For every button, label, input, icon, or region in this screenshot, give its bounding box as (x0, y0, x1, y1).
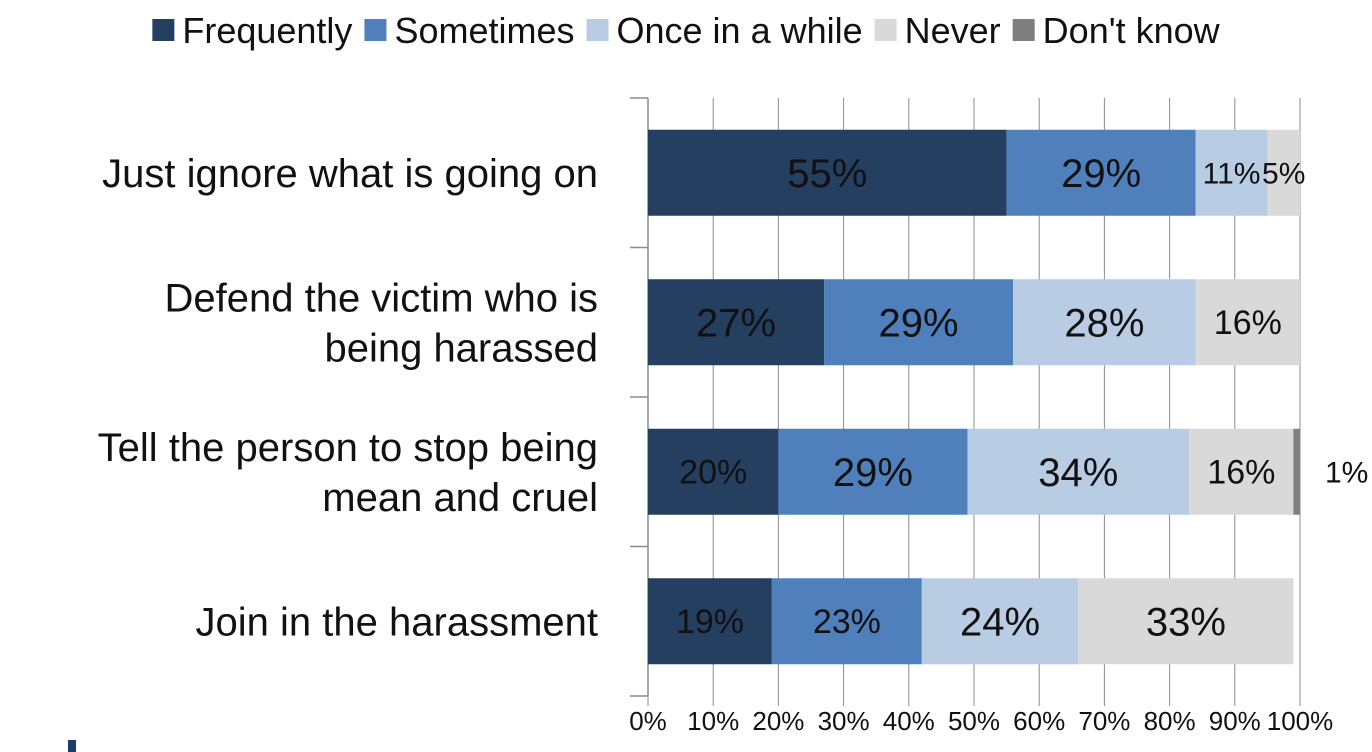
chart-legend: Frequently Sometimes Once in a while Never D… (152, 10, 1221, 51)
bar-segment-frequently-2 (648, 428, 779, 515)
legend-label-never: Never (905, 10, 1001, 51)
bar-segment-once-in-a-while-2 (967, 428, 1190, 515)
x-tick-label-2: 20% (752, 706, 804, 736)
bar-segment-frequently-0 (648, 129, 1007, 216)
bar-segment-sometimes-3 (771, 578, 922, 665)
x-axis-tick-labels: 0% 10% 20% 30% 40% 50% 60% 70% 80% 90% 100% (629, 706, 1333, 736)
legend-label-don-t-know: Don't know (1043, 10, 1221, 51)
legend-swatch-sometimes (364, 19, 387, 41)
legend-swatch-once-in-a-while (586, 19, 609, 41)
category-label-2-line-1: mean and cruel (322, 476, 598, 520)
logo-fragment (68, 740, 76, 752)
bar-segment-don-t-know-2 (1293, 428, 1300, 515)
data-label-sometimes-0: 29% (1061, 152, 1141, 196)
legend-swatch-never (874, 19, 897, 41)
legend-label-once-in-a-while: Once in a while (617, 10, 863, 51)
data-label-sometimes-2: 29% (833, 451, 913, 495)
bar-segment-sometimes-2 (778, 428, 968, 515)
bar-segment-once-in-a-while-0 (1195, 129, 1268, 216)
category-label-1-line-1: being harassed (324, 326, 598, 370)
category-label-1-line-0: Defend the victim who is (164, 276, 598, 320)
chart-bars: 55% 29% 11% 5% 27% 29% 28% 16% 20% 29% 34% 16% 1% 19%… (648, 129, 1368, 665)
bar-segment-never-2 (1189, 428, 1294, 515)
category-label-2-line-0: Tell the person to stop being (98, 426, 598, 470)
legend-label-frequently: Frequently (182, 10, 352, 51)
data-label-never-0: 5% (1262, 157, 1305, 190)
x-tick-label-8: 80% (1144, 706, 1196, 736)
bar-segment-sometimes-0 (1006, 129, 1196, 216)
data-label-don-t-know-2: 1% (1325, 456, 1368, 489)
x-tick-label-10: 100% (1267, 706, 1334, 736)
x-tick-label-3: 30% (818, 706, 870, 736)
data-label-frequently-0: 55% (787, 152, 867, 196)
data-label-once-in-a-while-2: 34% (1038, 451, 1118, 495)
bar-segment-never-3 (1078, 578, 1294, 665)
bar-segment-frequently-3 (648, 578, 772, 665)
x-tick-label-9: 90% (1209, 706, 1261, 736)
legend-label-sometimes: Sometimes (394, 10, 574, 51)
x-tick-label-0: 0% (629, 706, 667, 736)
bar-segment-once-in-a-while-1 (1013, 279, 1196, 366)
data-label-frequently-2: 20% (679, 454, 747, 492)
bar-segment-never-1 (1195, 279, 1300, 366)
x-tick-label-6: 60% (1013, 706, 1065, 736)
category-labels: Just ignore what is going on Defend the v… (98, 152, 598, 645)
data-label-once-in-a-while-1: 28% (1064, 301, 1144, 345)
x-tick-label-4: 40% (883, 706, 935, 736)
data-label-never-1: 16% (1214, 304, 1282, 342)
data-label-once-in-a-while-3: 24% (960, 600, 1040, 644)
data-label-once-in-a-while-0: 11% (1203, 157, 1261, 190)
bar-segment-once-in-a-while-3 (921, 578, 1079, 665)
x-tick-label-1: 10% (687, 706, 739, 736)
legend-swatch-don-t-know (1012, 19, 1035, 41)
data-label-never-3: 33% (1146, 600, 1226, 644)
data-label-never-2: 16% (1207, 454, 1275, 492)
x-tick-label-5: 50% (948, 706, 1000, 736)
data-label-frequently-1: 27% (696, 301, 776, 345)
bar-segment-never-0 (1267, 129, 1300, 216)
bar-segment-frequently-1 (648, 279, 825, 366)
bar-segment-sometimes-1 (824, 279, 1014, 366)
data-label-sometimes-3: 23% (813, 603, 881, 641)
category-label-0-line-0: Just ignore what is going on (102, 152, 598, 196)
category-label-3-line-0: Join in the harassment (196, 600, 598, 644)
data-label-frequently-3: 19% (676, 603, 744, 641)
legend-swatch-frequently (152, 19, 175, 41)
x-tick-label-7: 70% (1078, 706, 1130, 736)
category-axis (630, 97, 649, 697)
data-label-sometimes-1: 29% (879, 301, 959, 345)
